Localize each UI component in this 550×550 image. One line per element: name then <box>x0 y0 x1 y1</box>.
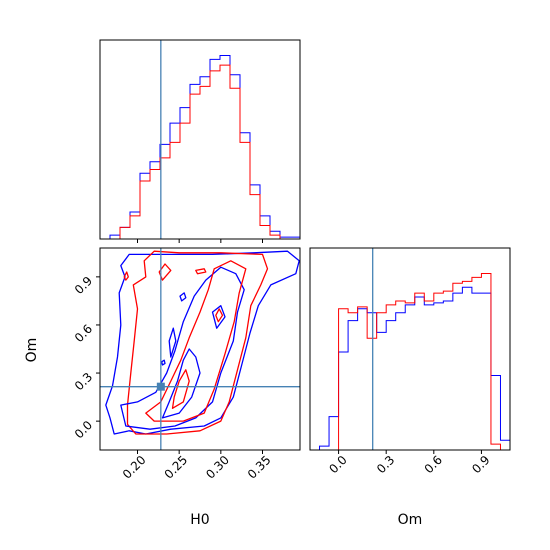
plot-area <box>100 248 300 450</box>
axes-frame <box>99 247 301 451</box>
y-tick-label: 0.0 <box>72 418 95 441</box>
plot-area <box>100 40 300 239</box>
y-tick-label: 0.6 <box>72 322 95 345</box>
panel-hist-om: 0.0 0.3 0.6 0.9 <box>309 247 511 476</box>
contour-line-12 <box>123 271 129 281</box>
x-tick-label: 0.6 <box>422 453 445 476</box>
panel-contour-h0-om: 0.20 0.25 0.30 0.35 0.0 0.3 0.6 0.9 <box>72 247 301 482</box>
histogram-step-red <box>100 64 300 239</box>
contour-line-10 <box>179 292 187 302</box>
contour-line-4 <box>161 348 201 419</box>
contour-line-6 <box>211 305 226 329</box>
x-tick-label: 0.20 <box>120 453 149 482</box>
x-tick-label: 0.9 <box>469 453 492 476</box>
y-tick-label: 0.9 <box>72 274 95 297</box>
panel-hist-h0 <box>99 39 301 243</box>
histogram-step-blue <box>310 286 510 450</box>
histogram-step-red <box>310 272 510 450</box>
contour-line-8 <box>168 327 177 358</box>
x-tick-label: 0.30 <box>203 453 232 482</box>
axes-frame <box>309 247 511 451</box>
contour-line-3 <box>145 260 247 422</box>
contour-line-0 <box>105 250 300 435</box>
axes-frame <box>99 39 301 240</box>
contour-line-2 <box>120 266 245 430</box>
x-tick-label: 0.0 <box>326 453 349 476</box>
x-tick-label: 0.35 <box>245 453 274 482</box>
plot-area <box>310 248 510 450</box>
contour-line-1 <box>126 250 269 435</box>
x-axis-label-h0: H0 <box>190 512 209 528</box>
x-axis-label-om: Om <box>398 512 423 528</box>
y-axis-label-om: Om <box>24 338 40 363</box>
axis-labels: H0 Om Om <box>24 338 422 528</box>
histogram-step-blue <box>100 54 300 239</box>
x-tick-label: 0.25 <box>162 453 191 482</box>
truth-marker <box>156 382 165 391</box>
contour-line-13 <box>161 359 166 366</box>
contour-line-11 <box>195 268 207 275</box>
x-tick-label: 0.3 <box>374 453 397 476</box>
contour-line-7 <box>215 308 224 323</box>
contour-line-5 <box>171 369 190 409</box>
y-tick-label: 0.3 <box>72 370 95 393</box>
